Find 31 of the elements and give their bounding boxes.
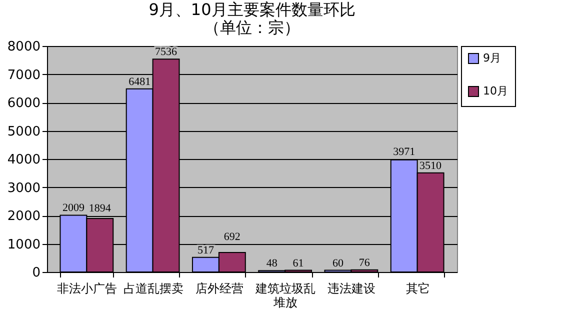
data-label: 3510 — [420, 160, 442, 172]
x-tick-label: 非法小广告 — [57, 282, 118, 296]
x-tick-label: 其它 — [406, 282, 430, 296]
chart-title: 9月、10月主要案件数量环比 — [148, 0, 356, 19]
data-label: 61 — [292, 257, 304, 270]
data-label: 1894 — [88, 202, 112, 214]
legend-label: 9月 — [483, 52, 501, 64]
data-label: 2009 — [62, 202, 85, 214]
y-tick-label: 3000 — [7, 180, 40, 196]
y-tick-label: 2000 — [7, 209, 40, 224]
y-tick-label: 8000 — [7, 40, 40, 54]
x-tick-label: 违法建设 — [328, 282, 376, 296]
data-label: 76 — [358, 256, 370, 269]
x-tick-label: 占道乱摆卖 — [123, 282, 184, 296]
data-label: 60 — [332, 257, 344, 270]
legend-label: 10月 — [483, 84, 508, 98]
data-label: 517 — [197, 244, 214, 256]
y-tick-label: 6000 — [7, 96, 40, 111]
data-label: 48 — [266, 258, 278, 270]
y-tick-label: 0 — [32, 266, 40, 280]
data-label: 6481 — [128, 76, 151, 88]
y-tick-label: 7000 — [7, 68, 40, 83]
chart-subtitle: （单位：宗） — [204, 18, 300, 37]
y-tick-label: 5000 — [7, 124, 40, 140]
x-tick-label: 建筑垃圾乱堆放 — [254, 282, 316, 310]
y-tick-label: 4000 — [7, 152, 40, 168]
data-label: 692 — [224, 230, 240, 243]
data-label: 3971 — [393, 146, 416, 158]
x-tick-label: 店外经营 — [195, 282, 244, 296]
y-tick-label: 1000 — [7, 237, 40, 252]
data-label: 7536 — [155, 46, 178, 58]
